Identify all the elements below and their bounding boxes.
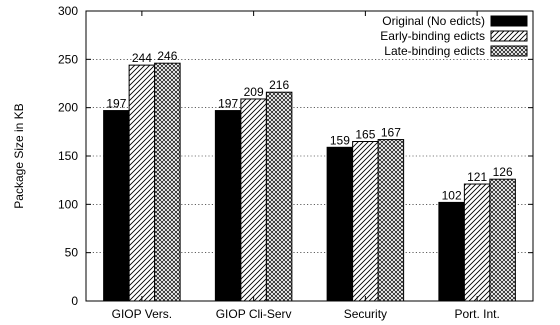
y-tick-label: 150	[58, 149, 78, 163]
bar-3	[265, 91, 293, 302]
y-tick-label: 250	[58, 52, 78, 66]
y-axis-ticks: 0 50 100 150 200 250 300	[58, 4, 533, 308]
y-tick-label: 0	[71, 294, 78, 308]
x-tick-label: Port. Int.	[454, 307, 499, 321]
legend-label: Original (No edicts)	[382, 14, 485, 28]
bar-1	[438, 201, 465, 302]
data-label: 167	[381, 126, 401, 140]
data-label: 209	[244, 85, 264, 99]
y-tick-label: 100	[58, 197, 78, 211]
legend-label: Early-binding edicts	[380, 29, 485, 43]
legend-swatch	[490, 15, 528, 27]
bar-2	[128, 64, 156, 302]
bar-1	[326, 146, 354, 302]
bar-2	[352, 141, 379, 302]
data-label: 126	[493, 165, 513, 179]
bar-1	[103, 110, 130, 302]
data-label: 244	[132, 51, 152, 65]
data-label: 165	[355, 128, 375, 142]
bar-3	[489, 178, 516, 302]
x-tick-label: Security	[344, 307, 387, 321]
legend-swatch	[490, 45, 528, 57]
bars	[103, 62, 516, 302]
bar-3	[154, 62, 181, 302]
data-label: 197	[218, 97, 238, 111]
y-tick-label: 300	[58, 4, 78, 18]
bar-2	[240, 98, 267, 302]
data-labels: 197 244 246 197 209 216 159 165 167 102 121 126	[106, 49, 513, 202]
data-label: 216	[269, 78, 289, 92]
y-tick-label: 200	[58, 101, 78, 115]
x-axis-ticks: GIOP Vers. GIOP Cli-Serv Security Port. Int…	[112, 11, 500, 321]
data-label: 121	[467, 170, 487, 184]
data-label: 197	[106, 97, 126, 111]
data-label: 246	[157, 49, 177, 63]
bar-2	[463, 183, 491, 302]
data-label: 159	[330, 133, 350, 147]
data-label: 102	[442, 188, 462, 202]
y-axis-title: Package Size in KB	[12, 103, 26, 208]
bar-3	[377, 139, 405, 302]
x-tick-label: GIOP Vers.	[112, 307, 172, 321]
y-tick-label: 50	[65, 246, 79, 260]
legend-label: Late-binding edicts	[384, 44, 485, 58]
legend: Original (No edicts)Early-binding edicts…	[380, 14, 528, 58]
x-tick-label: GIOP Cli-Serv	[216, 307, 292, 321]
legend-swatch	[490, 30, 528, 42]
bar-1	[214, 110, 242, 302]
